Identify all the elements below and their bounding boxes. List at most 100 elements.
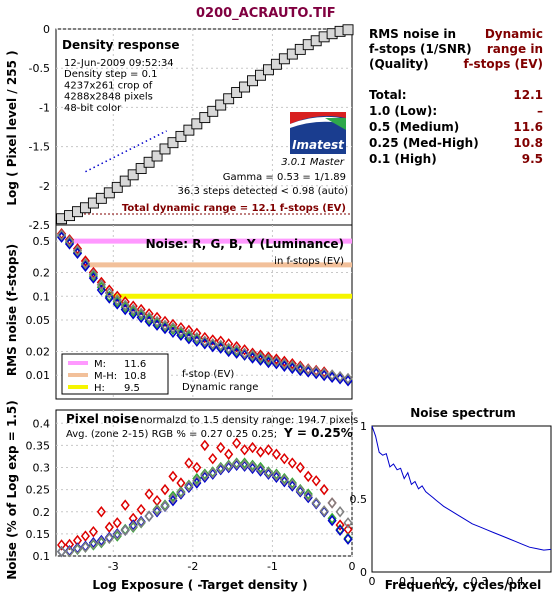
- pixel-noise-point-b: [287, 480, 297, 492]
- legend-value: 10.8: [124, 371, 146, 382]
- rms-noise-chart: 0.5 0.2 0.1 0.05 0.02 0.01 RMS noise (f-stops…: [5, 224, 353, 400]
- pixel-noise-point-y: [72, 543, 83, 555]
- density-point: [159, 143, 171, 155]
- spectrum-ytick-label: 0.5: [350, 493, 368, 506]
- spectrum-yticks: 10.50: [350, 420, 368, 579]
- pixel-noise-point-r: [224, 448, 234, 460]
- pixel-noise-point-y: [128, 520, 138, 533]
- rms-point-y: [144, 311, 154, 324]
- rms-point-y: [247, 349, 258, 361]
- logo-green-flag: [325, 118, 346, 130]
- pixel-noise-point-y: [160, 500, 170, 512]
- rms-point-g: [224, 344, 234, 356]
- density-point: [199, 112, 211, 124]
- legend-label: H:: [94, 383, 105, 394]
- dr-row-value: –: [537, 104, 543, 118]
- rms-point-r: [216, 335, 226, 347]
- rms-point-y: [72, 244, 83, 257]
- density-point: [239, 81, 251, 93]
- pixel-noise-point-y: [247, 460, 258, 473]
- pixel-noise-point-b: [88, 537, 98, 549]
- rms-point-g: [200, 336, 210, 349]
- rms-point-y: [319, 367, 329, 379]
- pixel-noise-point-y: [335, 506, 345, 518]
- rms-point-r: [96, 276, 106, 289]
- table-header-right-1: Dynamic: [485, 27, 543, 41]
- rms-point-y: [224, 342, 234, 354]
- pixel-noise-point-b: [200, 471, 210, 483]
- legend-value: 11.6: [124, 359, 146, 370]
- rms-point-y: [232, 344, 242, 356]
- density-markers: [56, 24, 354, 225]
- pixel-noise-point-g: [287, 477, 297, 489]
- spectrum-plot-frame: [371, 425, 552, 573]
- rms-point-g: [216, 340, 226, 353]
- pixel-noise-point-r: [200, 439, 210, 452]
- pixel-noise-point-b: [232, 459, 242, 472]
- dr-row-label: 0.25 (Med-High): [369, 136, 479, 150]
- rms-ytick-label: 0.1: [33, 290, 51, 303]
- pixel-noise-point-y: [343, 517, 353, 529]
- density-point: [167, 137, 179, 149]
- rms-point-y: [128, 303, 138, 316]
- rms-point-y: [168, 322, 178, 334]
- rms-point-g: [136, 309, 146, 321]
- pixel-noise-point-y: [192, 475, 202, 487]
- density-info-line: 4237x261 crop of: [64, 80, 153, 91]
- rms-point-y: [104, 287, 114, 299]
- rms-subheading: in f-stops (EV): [274, 256, 344, 267]
- density-point: [223, 93, 235, 105]
- density-point: [143, 156, 155, 168]
- pixel-noise-heading: Pixel noise: [66, 412, 139, 426]
- rms-point-r: [271, 353, 281, 365]
- spectrum-xtick-label: 0.3: [471, 575, 489, 588]
- pixel-noise-point-r: [160, 483, 170, 496]
- density-ylabel: Log ( Pixel level / 255 ): [5, 50, 19, 205]
- density-point: [151, 150, 163, 162]
- pixel-noise-point-r: [136, 503, 146, 516]
- total-dynamic-range-text: Total dynamic range = 12.1 f-stops (EV): [122, 203, 346, 214]
- legend-value: 9.5: [124, 383, 140, 394]
- pixel-noise-point-y: [327, 497, 337, 509]
- rms-point-y: [96, 279, 106, 291]
- pixel-noise-point-r: [96, 506, 106, 518]
- window-title: 0200_ACRAUTO.TIF: [196, 6, 336, 21]
- pixel-noise-point-r: [311, 475, 321, 487]
- pixel-noise-point-y: [120, 524, 130, 537]
- table-header-right-2: range in: [487, 42, 543, 56]
- pixel-noise-point-y: [168, 492, 178, 505]
- rms-point-r: [232, 340, 242, 353]
- pixel-noise-point-y: [287, 478, 297, 491]
- pixel-noise-point-b: [96, 534, 106, 547]
- spectrum-xtick-label: 0.2: [435, 575, 453, 588]
- density-ytick-label: 0: [43, 23, 50, 36]
- pixel-noise-point-y: [279, 474, 289, 486]
- legend-label: M:: [94, 359, 106, 370]
- pixel-noise-point-r: [263, 444, 274, 456]
- rms-point-y: [287, 360, 297, 372]
- rms-point-y: [120, 299, 130, 311]
- pixel-noise-point-y: [104, 532, 114, 545]
- pixel-noise-point-r: [88, 525, 98, 538]
- rms-point-g: [232, 345, 242, 358]
- pixel-noise-point-r: [232, 437, 242, 449]
- dr-row-label: 1.0 (Low):: [369, 104, 437, 118]
- rms-point-r: [72, 243, 83, 255]
- pixel-noise-point-r: [120, 499, 130, 511]
- pixel-noise-point-b: [240, 460, 250, 472]
- noise-spectrum-chart: Noise spectrum 10.50 0 0.1 0.2 0.3 0.4 Frequ…: [350, 406, 552, 592]
- density-yticks: 0 -0.5 -1 -1.5 -2 -2.5: [29, 23, 50, 232]
- pixel-noise-ytick-label: 0.3: [33, 462, 51, 475]
- pixel-noise-point-b: [152, 506, 162, 518]
- pixel-noise-chart: 0.4 0.35 0.3 0.25 0.2 0.15 0.1 -3 -2 -1 0 Noise (…: [5, 400, 358, 592]
- dynamic-range-rows: Total: 12.1 1.0 (Low): – 0.5 (Medium) 11.6 0.2…: [369, 88, 543, 166]
- rms-point-y: [136, 307, 146, 319]
- rms-point-r: [88, 266, 98, 279]
- logo-text: Imatest: [292, 138, 345, 152]
- density-fit-line: [85, 130, 167, 173]
- table-header-right-3: f-stops (EV): [464, 57, 543, 71]
- pixel-noise-ytick-label: 0.15: [26, 528, 51, 541]
- pixel-noise-ytick-label: 0.1: [33, 550, 51, 563]
- pixel-noise-point-y: [136, 516, 146, 529]
